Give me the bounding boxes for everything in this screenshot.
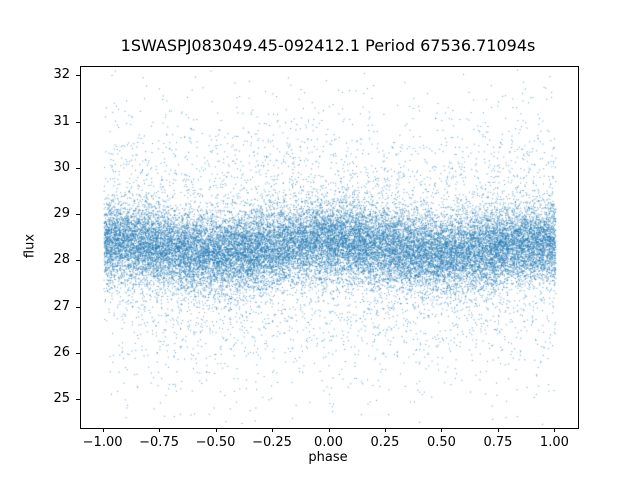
y-tick-mark xyxy=(76,214,80,216)
x-tick-mark xyxy=(497,428,499,432)
x-tick-mark xyxy=(215,428,217,432)
y-tick-label: 25 xyxy=(53,391,70,407)
x-tick-label: −0.50 xyxy=(195,435,236,450)
y-tick-label: 28 xyxy=(53,252,70,268)
x-tick-mark xyxy=(441,428,443,432)
scatter-canvas xyxy=(81,67,578,428)
y-tick-mark xyxy=(76,121,80,123)
y-tick-mark xyxy=(76,352,80,354)
y-tick-label: 26 xyxy=(53,344,70,360)
y-tick-mark xyxy=(76,399,80,401)
y-tick-label: 27 xyxy=(53,298,70,314)
y-tick-mark xyxy=(76,260,80,262)
x-tick-label: 0.50 xyxy=(426,435,456,450)
y-tick-mark xyxy=(76,306,80,308)
x-tick-label: 0.00 xyxy=(314,435,343,450)
x-tick-label: −1.00 xyxy=(82,435,123,450)
x-tick-mark xyxy=(272,428,274,432)
x-tick-mark xyxy=(102,428,104,432)
x-tick-mark xyxy=(554,428,556,432)
x-tick-mark xyxy=(159,428,161,432)
plot-area xyxy=(80,66,579,429)
x-tick-mark xyxy=(328,428,330,432)
x-tick-label: −0.25 xyxy=(252,435,292,450)
x-tick-label: 0.25 xyxy=(370,435,400,450)
y-tick-label: 29 xyxy=(53,206,70,222)
y-tick-mark xyxy=(76,167,80,169)
x-axis-label: phase xyxy=(308,450,348,465)
y-tick-label: 30 xyxy=(53,159,70,175)
chart-title: 1SWASPJ083049.45-092412.1 Period 67536.7… xyxy=(120,36,536,55)
y-tick-mark xyxy=(76,75,80,77)
x-tick-label: 1.00 xyxy=(539,435,569,450)
x-tick-mark xyxy=(384,428,386,432)
x-tick-label: 0.75 xyxy=(483,435,513,450)
x-tick-label: −0.75 xyxy=(139,435,179,450)
y-tick-label: 32 xyxy=(53,67,70,83)
y-tick-label: 31 xyxy=(53,113,70,129)
